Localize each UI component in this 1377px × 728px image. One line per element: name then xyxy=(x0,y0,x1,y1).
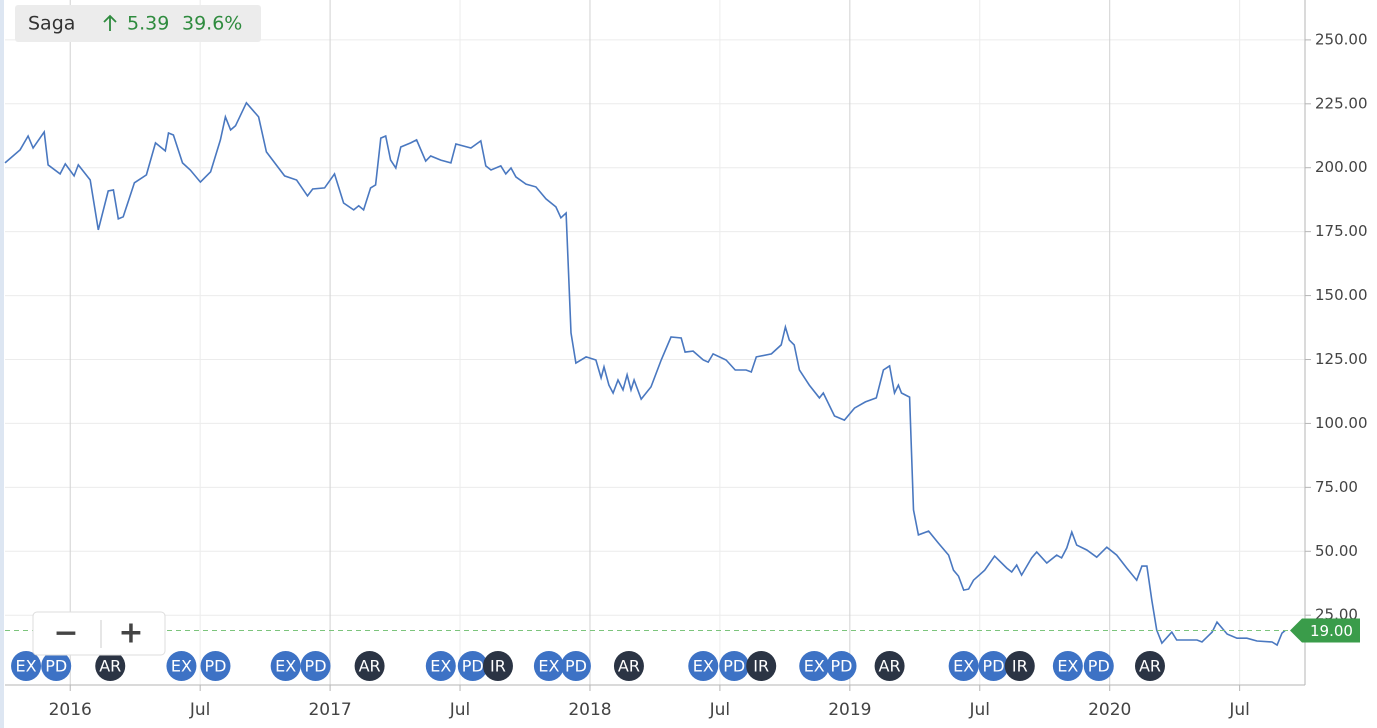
x-tick-label: Jul xyxy=(969,700,991,720)
plot xyxy=(4,101,1290,647)
change-pct: 39.6% xyxy=(182,13,242,35)
event-badge xyxy=(270,651,301,681)
grid xyxy=(5,0,1305,685)
event-label: AR xyxy=(879,657,901,676)
event-label: EX xyxy=(171,657,192,676)
event-badge xyxy=(799,651,830,681)
event-label: PD xyxy=(1088,657,1110,676)
series-name: Saga xyxy=(28,13,75,35)
event-label: IR xyxy=(490,657,506,676)
event-badge xyxy=(874,651,905,681)
event-badge xyxy=(200,651,231,681)
y-tick-label: 75.00 xyxy=(1315,478,1358,496)
y-tick-label: 150.00 xyxy=(1315,286,1368,304)
event-badge xyxy=(300,651,331,681)
event-label: EX xyxy=(16,657,37,676)
x-tick-label: Jul xyxy=(709,700,731,720)
zoom-out[interactable]: − xyxy=(53,616,78,651)
left-edge xyxy=(0,0,4,728)
event-label: PD xyxy=(45,657,67,676)
event-label: PD xyxy=(983,657,1005,676)
event-label: EX xyxy=(953,657,974,676)
change: 5.39 xyxy=(127,13,169,35)
y-tick-label: 250.00 xyxy=(1315,30,1368,48)
event-badge xyxy=(95,651,126,681)
y-tick-label: 125.00 xyxy=(1315,350,1368,368)
event-label: EX xyxy=(538,657,559,676)
event-label: PD xyxy=(565,657,587,676)
y-tick-label: 200.00 xyxy=(1315,158,1368,176)
x-tick-label: 2018 xyxy=(568,700,611,720)
event-label: IR xyxy=(753,657,769,676)
event-badge xyxy=(613,651,644,681)
event-label: EX xyxy=(275,657,296,676)
event-badge xyxy=(978,651,1009,681)
event-label: PD xyxy=(831,657,853,676)
event-label: IR xyxy=(1012,657,1028,676)
event-badge xyxy=(425,651,456,681)
event-label: EX xyxy=(693,657,714,676)
event-badge xyxy=(1052,651,1083,681)
event-badge xyxy=(11,651,42,681)
event-label: AR xyxy=(359,657,381,676)
zoom-in[interactable]: + xyxy=(118,616,143,651)
event-badge xyxy=(948,651,979,681)
x-tick-label: Jul xyxy=(189,700,211,720)
event-badge xyxy=(457,651,488,681)
event-label: EX xyxy=(1057,657,1078,676)
event-badge xyxy=(1004,651,1035,681)
event-label: EX xyxy=(804,657,825,676)
legend-box: Saga 5.39 39.6% xyxy=(15,5,261,42)
events: EX PD AR EX PD EX PD AR EX PD IR EX PD AR EX PD IR EX PD AR… xyxy=(11,651,1165,681)
x-tick-label: Jul xyxy=(1228,700,1250,720)
x-tick-label: 2020 xyxy=(1088,700,1131,720)
event-badge xyxy=(354,651,385,681)
event-badge xyxy=(1134,651,1165,681)
y-tick-label: 100.00 xyxy=(1315,414,1368,432)
event-badge xyxy=(688,651,719,681)
up-arrow-icon xyxy=(103,14,117,31)
event-badge xyxy=(746,651,777,681)
legend-bg xyxy=(15,5,261,42)
zoom-bg xyxy=(32,611,166,656)
last-price-label: 19.00 xyxy=(1310,622,1353,640)
event-badge xyxy=(533,651,564,681)
event-badge xyxy=(166,651,197,681)
last-price-tag xyxy=(1290,618,1360,643)
event-badge xyxy=(1083,651,1114,681)
event-label: EX xyxy=(430,657,451,676)
axes: 25.0050.0075.00100.00125.00150.00175.002… xyxy=(5,0,1368,720)
event-label: PD xyxy=(205,657,227,676)
price-line xyxy=(4,101,1286,647)
event-label: PD xyxy=(305,657,327,676)
event-label: AR xyxy=(618,657,640,676)
event-label: PD xyxy=(462,657,484,676)
event-badge xyxy=(41,651,72,681)
x-tick-label: 2016 xyxy=(49,700,92,720)
x-tick-label: 2017 xyxy=(308,700,351,720)
event-badge xyxy=(560,651,591,681)
x-tick-label: Jul xyxy=(449,700,471,720)
event-badge xyxy=(482,651,513,681)
event-badge xyxy=(719,651,750,681)
y-tick-label: 50.00 xyxy=(1315,542,1358,560)
event-label: AR xyxy=(99,657,121,676)
event-label: PD xyxy=(723,657,745,676)
event-badge xyxy=(826,651,857,681)
y-tick-label: 175.00 xyxy=(1315,222,1368,240)
zoom-controls: − + xyxy=(32,611,166,656)
y-tick-label: 225.00 xyxy=(1315,94,1368,112)
x-tick-label: 2019 xyxy=(828,700,871,720)
event-label: AR xyxy=(1139,657,1161,676)
